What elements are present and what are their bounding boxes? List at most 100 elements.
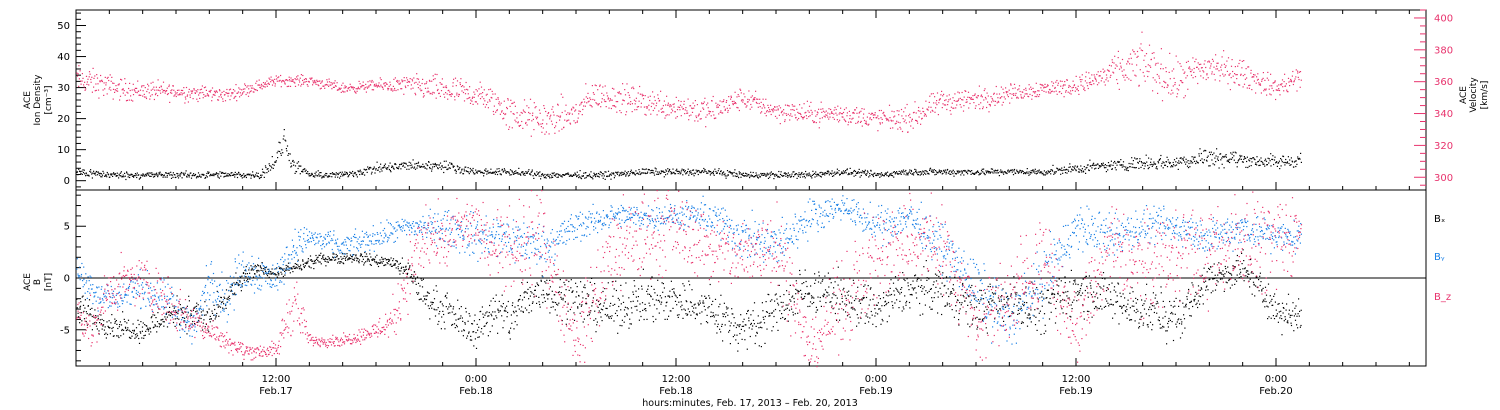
data-point xyxy=(1038,94,1041,96)
data-point xyxy=(342,173,344,175)
data-point xyxy=(429,80,431,82)
data-point xyxy=(1134,157,1136,159)
data-point xyxy=(794,105,796,107)
data-point xyxy=(258,274,260,276)
data-point xyxy=(1078,171,1081,173)
data-point xyxy=(186,333,188,335)
data-point xyxy=(730,98,732,100)
data-point xyxy=(719,100,721,102)
data-point xyxy=(1159,159,1161,161)
data-point xyxy=(1219,80,1221,82)
data-point xyxy=(1211,58,1214,60)
data-point xyxy=(129,176,131,179)
data-point xyxy=(185,98,187,100)
data-point xyxy=(1211,71,1213,73)
data-point xyxy=(476,172,478,174)
data-point xyxy=(239,92,241,94)
data-point xyxy=(691,107,693,110)
data-point xyxy=(257,265,259,267)
data-point xyxy=(609,174,611,176)
data-point xyxy=(224,94,226,96)
data-point xyxy=(1148,166,1150,169)
data-point xyxy=(566,119,568,121)
data-point xyxy=(246,280,248,282)
data-point xyxy=(333,86,335,88)
data-point xyxy=(281,268,283,270)
data-point xyxy=(953,100,955,102)
data-point xyxy=(177,94,179,96)
data-point xyxy=(1202,161,1204,163)
data-point xyxy=(863,108,865,110)
data-point xyxy=(868,123,870,125)
data-point xyxy=(308,81,310,83)
data-point xyxy=(1295,160,1297,162)
data-point xyxy=(168,85,170,88)
data-point xyxy=(541,173,543,176)
data-point xyxy=(1018,85,1021,87)
data-point xyxy=(777,176,779,178)
data-point xyxy=(1165,71,1167,73)
data-point xyxy=(112,173,114,175)
data-point xyxy=(783,109,785,111)
data-point xyxy=(988,103,990,106)
data-point xyxy=(532,118,534,120)
data-point xyxy=(759,106,761,108)
data-point xyxy=(571,175,574,177)
data-point xyxy=(192,309,194,311)
data-point xyxy=(1000,169,1002,171)
data-point xyxy=(1076,165,1079,167)
data-point xyxy=(256,89,258,92)
data-point xyxy=(260,267,262,269)
data-point xyxy=(1241,60,1243,62)
data-point xyxy=(740,176,742,178)
data-point xyxy=(1296,163,1298,165)
data-point xyxy=(690,172,692,174)
data-point xyxy=(533,102,535,104)
data-point xyxy=(176,92,178,94)
data-point xyxy=(1232,70,1234,73)
data-point xyxy=(362,81,364,83)
data-point xyxy=(958,170,960,172)
data-point xyxy=(431,307,433,309)
data-point xyxy=(222,172,224,174)
data-point xyxy=(757,98,759,100)
data-point xyxy=(705,126,707,128)
data-point xyxy=(589,97,591,99)
data-point xyxy=(179,323,181,325)
data-point xyxy=(1064,169,1066,171)
data-point xyxy=(276,276,278,278)
data-point xyxy=(88,299,91,301)
data-point xyxy=(1229,73,1231,75)
data-point xyxy=(173,174,175,176)
density-tick-label: 10 xyxy=(57,145,70,156)
data-point xyxy=(1045,172,1047,174)
data-point xyxy=(774,106,776,108)
data-point xyxy=(332,253,334,255)
data-point xyxy=(194,92,196,94)
data-point xyxy=(1110,164,1112,166)
data-point xyxy=(616,171,618,174)
data-point xyxy=(399,163,401,165)
data-point xyxy=(417,83,419,85)
data-point xyxy=(1115,64,1117,66)
data-point xyxy=(604,100,606,103)
data-point xyxy=(218,89,221,91)
data-point xyxy=(80,80,82,82)
data-point xyxy=(388,85,390,87)
data-point xyxy=(320,87,322,89)
data-point xyxy=(251,268,253,270)
data-point xyxy=(82,169,84,171)
data-point xyxy=(201,85,203,87)
data-point xyxy=(762,103,764,106)
data-point xyxy=(306,84,308,86)
data-point xyxy=(1049,170,1051,172)
data-point xyxy=(427,87,429,89)
data-point xyxy=(90,314,92,316)
data-point xyxy=(392,260,394,262)
data-point xyxy=(994,100,997,102)
data-point xyxy=(120,171,122,173)
data-point xyxy=(1058,169,1060,171)
data-point xyxy=(107,325,109,327)
data-point xyxy=(168,172,170,174)
data-point xyxy=(103,320,105,322)
